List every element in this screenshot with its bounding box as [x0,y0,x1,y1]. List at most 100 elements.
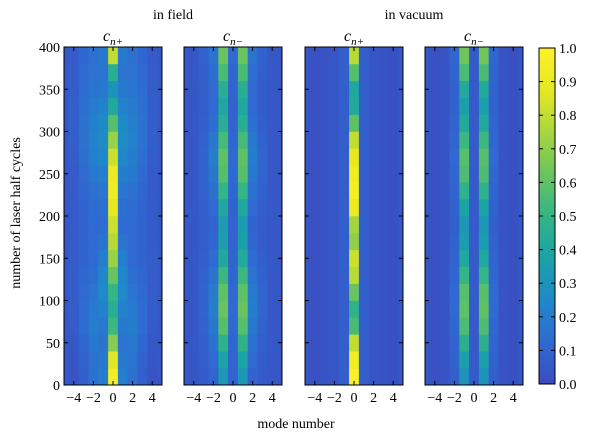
panel-title: cn+ [103,28,123,48]
heatmap-cell [469,148,480,166]
heatmap-cell [78,249,89,267]
heatmap-cell [188,368,199,386]
heatmap-cell [198,97,209,115]
heatmap-cell [488,80,499,98]
heatmap-cell [237,368,248,386]
heatmap-cell [88,165,99,183]
heatmap-cell [309,334,320,352]
heatmap-cell [319,182,330,200]
heatmap-cell [358,317,369,335]
heatmap-cell [108,182,119,200]
heatmap-cell [247,131,258,149]
heatmap-cell [137,300,148,318]
heatmap-cell [329,165,340,183]
heatmap-cell [449,63,460,82]
heatmap-cell [108,266,119,284]
heatmap-cell [429,232,440,251]
heatmap-cell [247,283,258,301]
heatmap-cell [208,199,219,217]
colorbar-tick-label: 0.8 [559,109,577,124]
heatmap-cell [127,249,138,267]
heatmap-cell [378,131,389,149]
heatmap-cell [388,63,399,82]
heatmap-cell [429,249,440,267]
heatmap-cell [429,368,440,386]
heatmap-cell [469,114,480,132]
heatmap-cell [449,368,460,386]
heatmap-cell [257,300,268,318]
heatmap-cell [237,63,248,82]
heatmap-cell [358,80,369,98]
heatmap-cell [198,182,209,200]
x-tick-label: −2 [206,391,221,406]
heatmap-cell [78,351,89,369]
heatmap-cell [329,249,340,267]
heatmap-cell [68,283,79,301]
x-tick-label: 4 [149,391,156,406]
heatmap-cell [98,97,109,115]
heatmap-cell [439,165,450,183]
heatmap-cell [218,334,229,352]
heatmap-cell [147,97,158,115]
heatmap-cell [237,182,248,200]
heatmap-cell [459,80,470,98]
heatmap-cell [368,114,379,132]
heatmap-cell [218,148,229,166]
heatmap-cell [319,283,330,301]
heatmap-cell [108,131,119,149]
heatmap-cell [329,334,340,352]
heatmap-cell [449,300,460,318]
y-tick-label: 0 [53,379,60,394]
x-tick-label: 4 [269,391,276,406]
heatmap-cell [237,97,248,115]
heatmap-cell [329,266,340,284]
heatmap-cell [459,114,470,132]
heatmap-cell [368,300,379,318]
heatmap-cell [257,80,268,98]
heatmap-cell [257,232,268,251]
heatmap-cell [228,148,239,166]
heatmap-cell [247,97,258,115]
heatmap-cell [349,317,360,335]
heatmap-cell [368,182,379,200]
heatmap-cell [349,165,360,183]
heatmap-cell [237,165,248,183]
heatmap-cell [439,216,450,234]
heatmap-cell [267,317,278,335]
heatmap-cell [208,317,219,335]
heatmap-cell [459,47,470,65]
heatmap-cell [488,47,499,65]
heatmap-cell [188,182,199,200]
heatmap-cell [127,47,138,65]
heatmap-cell [88,334,99,352]
heatmap-cell [228,80,239,98]
heatmap-cell [508,131,519,149]
heatmap-cell [449,148,460,166]
heatmap-cell [127,131,138,149]
heatmap-cell [88,300,99,318]
heatmap-cell [309,266,320,284]
heatmap-cell [237,80,248,98]
heatmap-cell [78,182,89,200]
colorbar-tick-label: 0.0 [559,378,577,393]
heatmap-cell [498,317,509,335]
heatmap-cell [339,80,350,98]
heatmap-cell [257,199,268,217]
heatmap-cell [117,165,128,183]
heatmap-cell [339,368,350,386]
heatmap-cell [68,165,79,183]
heatmap-cell [98,351,109,369]
heatmap-cell [388,283,399,301]
heatmap-cell [508,97,519,115]
heatmap-cell [237,47,248,65]
heatmap-cell [439,63,450,82]
heatmap-cell [449,165,460,183]
heatmap-cell [388,47,399,65]
heatmap-cell [208,114,219,132]
heatmap-cell [439,300,450,318]
heatmap-cell [459,368,470,386]
heatmap-cell [137,80,148,98]
heatmap-cell [257,368,268,386]
heatmap-cell [257,165,268,183]
heatmap-cell [508,266,519,284]
